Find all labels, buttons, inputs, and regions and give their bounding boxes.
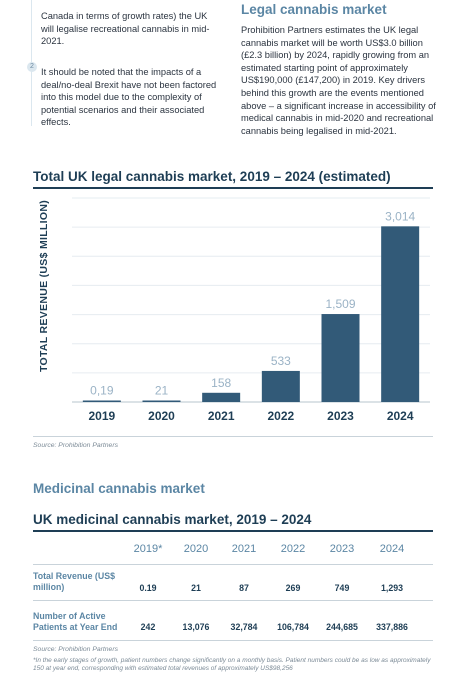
table-cell: 242 — [140, 622, 156, 632]
data-label-2024: 3,014 — [385, 209, 415, 223]
table-header-rule — [33, 564, 433, 565]
table-source: Source: Prohibition Partners — [33, 646, 119, 653]
data-label-2023: 1,509 — [325, 297, 355, 311]
data-label-2019: 0,19 — [90, 384, 114, 398]
data-label-2022: 533 — [271, 354, 291, 368]
bar-2022 — [261, 370, 300, 402]
table-cell: 106,784 — [277, 622, 309, 632]
table-cell: 749 — [334, 583, 350, 593]
bar-2023 — [321, 314, 360, 402]
row-label-active-patients: Number of Active Patients at Year End — [33, 611, 118, 632]
table-header-2024: 2024 — [379, 543, 405, 555]
bar-chart: 0,19 21 158 533 1,509 3,014 2019 2020 2021 2022 2… — [72, 197, 430, 423]
table-cell: 244,685 — [326, 622, 358, 632]
table-row-rule — [33, 600, 433, 601]
table-cell: 0.19 — [139, 583, 157, 593]
data-label-2021: 158 — [211, 376, 231, 390]
table-title-rule — [33, 530, 433, 532]
table-header-2021: 2021 — [231, 543, 257, 555]
chart-source: Source: Prohibition Partners — [33, 442, 119, 449]
table-cell: 32,784 — [230, 622, 258, 632]
x-tick-label-2021: 2021 — [208, 409, 235, 423]
table-header-2020: 2020 — [183, 543, 209, 555]
chart-title-rule — [33, 187, 433, 189]
table-bottom-rule — [33, 640, 433, 641]
table-title: UK medicinal cannabis market, 2019 – 202… — [33, 512, 312, 527]
bar-2020 — [142, 400, 181, 402]
data-label-2020: 21 — [155, 384, 169, 398]
x-tick-label-2022: 2022 — [267, 409, 294, 423]
bar-2019 — [82, 400, 121, 402]
bar-2021 — [202, 392, 241, 402]
intro-left-paragraph-2: It should be noted that the impacts of a… — [41, 67, 217, 128]
bar-2024 — [381, 226, 420, 402]
x-tick-label-2023: 2023 — [327, 409, 354, 423]
legal-market-heading: Legal cannabis market — [241, 2, 387, 17]
table-footnote: *In the early stages of growth, patient … — [33, 657, 431, 672]
table-cell: 87 — [239, 583, 249, 593]
legal-market-paragraph: Prohibition Partners estimates the UK le… — [241, 25, 436, 136]
table-header-2022: 2022 — [280, 543, 306, 555]
intro-left-paragraph-1: Canada in terms of growth rates) the UK … — [41, 11, 210, 47]
table-cell: 269 — [285, 583, 301, 593]
table-cell: 13,076 — [182, 622, 210, 632]
table-cell: 1,293 — [380, 583, 403, 593]
x-tick-label-2024: 2024 — [387, 409, 414, 423]
x-tick-label-2019: 2019 — [88, 409, 115, 423]
table-header-2019: 2019* — [133, 543, 163, 555]
row-label-total-revenue: Total Revenue (US$ million) — [33, 571, 115, 592]
table-header-2023: 2023 — [329, 543, 355, 555]
x-tick-label-2020: 2020 — [148, 409, 175, 423]
chart-bottom-rule — [33, 436, 433, 437]
table-cell: 337,886 — [376, 622, 408, 632]
medicinal-section-heading: Medicinal cannabis market — [33, 481, 205, 496]
chart-title: Total UK legal cannabis market, 2019 – 2… — [33, 169, 391, 184]
table-cell: 21 — [191, 583, 201, 593]
note-number-badge: 2 — [27, 62, 37, 72]
